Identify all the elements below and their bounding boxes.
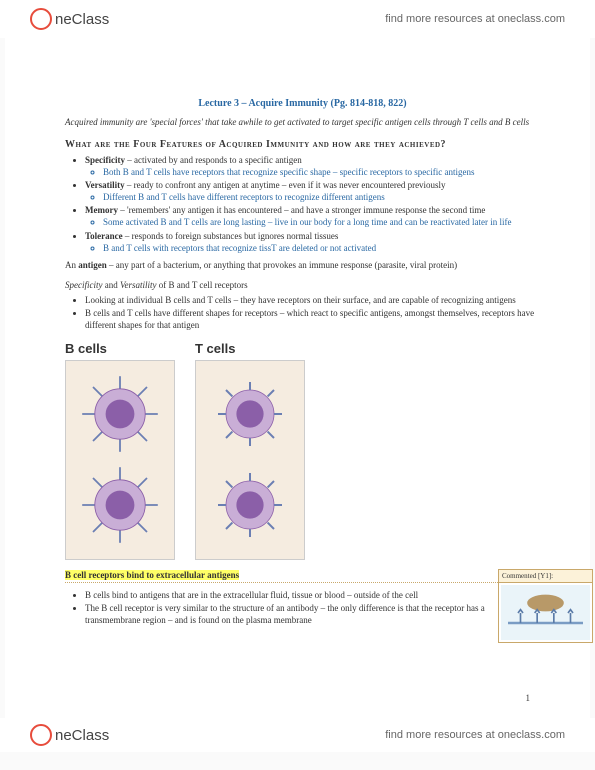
document-page: Lecture 3 – Acquire Immunity (Pg. 814-81… xyxy=(5,38,590,718)
tcell-icon-2 xyxy=(210,465,290,545)
bcells-column: B cells xyxy=(65,341,175,560)
header-bar: neClass find more resources at oneclass.… xyxy=(0,0,595,38)
features-list: Specificity – activated by and responds … xyxy=(65,154,540,254)
sv-bullet-1: Looking at individual B cells and T cell… xyxy=(85,294,540,306)
lecture-title: Lecture 3 – Acquire Immunity (Pg. 814-81… xyxy=(65,98,540,109)
comment-image xyxy=(501,585,590,640)
tcells-column: T cells xyxy=(195,341,305,560)
logo[interactable]: neClass xyxy=(30,8,109,30)
logo-circle-icon xyxy=(30,8,52,30)
bcells-label: B cells xyxy=(65,341,175,356)
footer-bar: neClass find more resources at oneclass.… xyxy=(0,718,595,752)
logo-circle-icon xyxy=(30,724,52,746)
logo-text: neClass xyxy=(55,11,109,28)
footer-resources-link[interactable]: find more resources at oneclass.com xyxy=(385,729,565,741)
bcell-bullets: B cells bind to antigens that are in the… xyxy=(65,589,540,626)
spec-vers-subheader: Specificity and Versatility of B and T c… xyxy=(65,280,540,290)
footer-logo[interactable]: neClass xyxy=(30,724,109,746)
bcell-bullet-1: B cells bind to antigens that are in the… xyxy=(85,589,540,601)
bcell-icon-2 xyxy=(75,460,165,550)
feature-tolerance: Tolerance – responds to foreign substanc… xyxy=(85,230,540,254)
features-question: What are the Four Features of Acquired I… xyxy=(65,139,540,150)
page-number: 1 xyxy=(526,693,531,703)
footer-logo-text: neClass xyxy=(55,727,109,744)
intro-text: Acquired immunity are 'special forces' t… xyxy=(65,117,540,129)
tcells-image xyxy=(195,360,305,560)
tcell-icon xyxy=(210,374,290,454)
bcells-image xyxy=(65,360,175,560)
feature-specificity: Specificity – activated by and responds … xyxy=(85,154,540,178)
comment-box[interactable]: Commented [Y1]: xyxy=(498,569,593,643)
feature-memory-sub: Some activated B and T cells are long la… xyxy=(103,216,540,228)
membrane-icon xyxy=(503,588,588,638)
bcell-icon xyxy=(75,369,165,459)
tcells-label: T cells xyxy=(195,341,305,356)
resources-link[interactable]: find more resources at oneclass.com xyxy=(385,13,565,25)
cells-illustration-row: B cells xyxy=(65,341,540,560)
feature-tolerance-sub: B and T cells with receptors that recogn… xyxy=(103,242,540,254)
bcell-bullet-2: The B cell receptor is very similar to t… xyxy=(85,602,540,626)
bcell-hl-title: B cell receptors bind to extracellular a… xyxy=(65,570,239,580)
feature-memory: Memory – 'remembers' any antigen it has … xyxy=(85,204,540,228)
sv-bullet-2: B cells and T cells have different shape… xyxy=(85,307,540,331)
spec-vers-bullets: Looking at individual B cells and T cell… xyxy=(65,294,540,331)
bcell-receptors-section: B cell receptors bind to extracellular a… xyxy=(65,570,540,626)
comment-header: Commented [Y1]: xyxy=(499,570,592,583)
feature-versatility-sub: Different B and T cells have different r… xyxy=(103,191,540,203)
antigen-definition: An antigen – any part of a bacterium, or… xyxy=(65,260,540,272)
comment-connector-line xyxy=(65,582,540,583)
feature-specificity-sub: Both B and T cells have receptors that r… xyxy=(103,166,540,178)
feature-versatility: Versatility – ready to confront any anti… xyxy=(85,179,540,203)
